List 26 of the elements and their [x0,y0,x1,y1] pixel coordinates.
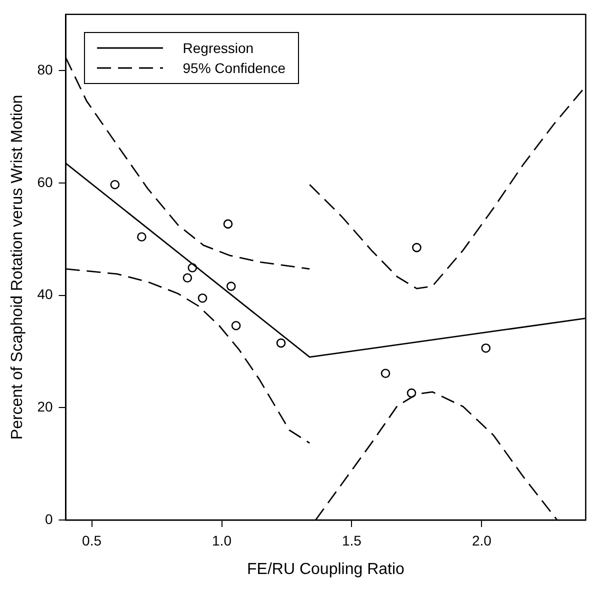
point [481,343,491,353]
point [406,388,416,398]
legend-label: Regression [182,40,254,56]
point [110,180,120,190]
point [226,282,236,291]
point [223,219,233,229]
y-tick-label: 0 [44,510,53,527]
y-tick-label: 60 [37,174,53,190]
y-tick-label: 80 [37,61,53,78]
point [182,273,192,283]
x-tick-label: 0.5 [82,532,102,548]
point [231,320,241,330]
point [380,368,390,378]
y-tick-label: 40 [37,286,53,302]
x-axis-title: FE/RU Coupling Ratio [247,560,405,578]
legend-label: 95% Confidence [182,60,286,76]
point [412,242,422,252]
point [276,338,286,348]
x-tick-label: 2.0 [472,532,492,548]
point [137,232,146,242]
point [188,263,198,272]
y-tick-label: 20 [37,398,53,415]
point [198,293,208,303]
y-axis-title: Percent of Scaphoid Rotation verus Wrist Motion [9,94,26,440]
x-tick-label: 1.0 [212,532,232,548]
x-tick-label: 1.5 [342,532,362,548]
